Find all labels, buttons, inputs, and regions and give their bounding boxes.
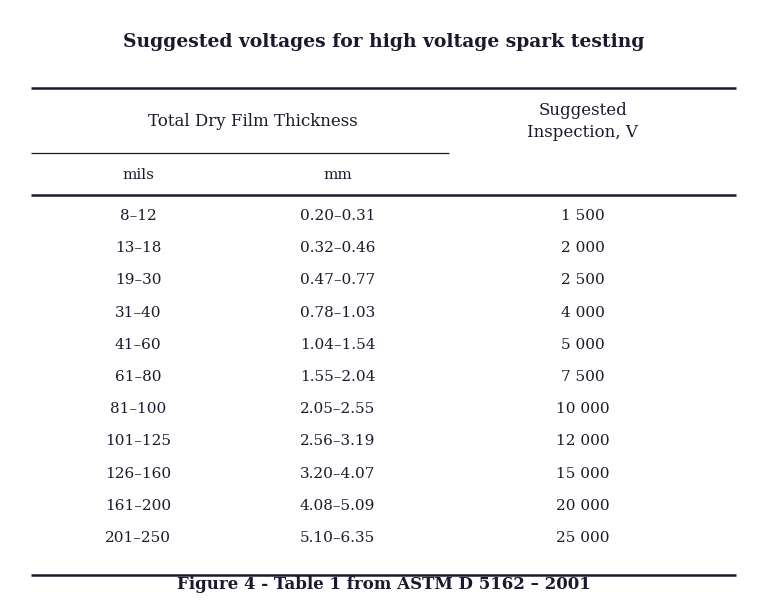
Text: 1.04–1.54: 1.04–1.54 xyxy=(300,337,375,352)
Text: 41–60: 41–60 xyxy=(115,337,161,352)
Text: 1.55–2.04: 1.55–2.04 xyxy=(300,370,375,384)
Text: 0.20–0.31: 0.20–0.31 xyxy=(300,209,375,223)
Text: 7 500: 7 500 xyxy=(561,370,604,384)
Text: 4 000: 4 000 xyxy=(561,305,605,320)
Text: 1 500: 1 500 xyxy=(561,209,605,223)
Text: 61–80: 61–80 xyxy=(115,370,161,384)
Text: 201–250: 201–250 xyxy=(105,531,171,545)
Text: 20 000: 20 000 xyxy=(556,499,610,513)
Text: 8–12: 8–12 xyxy=(120,209,156,223)
Text: 161–200: 161–200 xyxy=(105,499,171,513)
Text: Total Dry Film Thickness: Total Dry Film Thickness xyxy=(148,113,358,130)
Text: 5.10–6.35: 5.10–6.35 xyxy=(300,531,375,545)
Text: 12 000: 12 000 xyxy=(556,434,610,449)
Text: 3.20–4.07: 3.20–4.07 xyxy=(300,466,375,481)
Text: 10 000: 10 000 xyxy=(556,402,610,416)
Text: 101–125: 101–125 xyxy=(105,434,171,449)
Text: Figure 4 - Table 1 from ASTM D 5162 – 2001: Figure 4 - Table 1 from ASTM D 5162 – 20… xyxy=(176,576,591,593)
Text: 5 000: 5 000 xyxy=(561,337,605,352)
Text: mils: mils xyxy=(122,168,154,182)
Text: 2.56–3.19: 2.56–3.19 xyxy=(300,434,375,449)
Text: 13–18: 13–18 xyxy=(115,241,161,255)
Text: 2 500: 2 500 xyxy=(561,273,605,288)
Text: Suggested voltages for high voltage spark testing: Suggested voltages for high voltage spar… xyxy=(123,33,644,52)
Text: 126–160: 126–160 xyxy=(105,466,171,481)
Text: 0.47–0.77: 0.47–0.77 xyxy=(300,273,375,288)
Text: 0.32–0.46: 0.32–0.46 xyxy=(300,241,375,255)
Text: 19–30: 19–30 xyxy=(115,273,161,288)
Text: 4.08–5.09: 4.08–5.09 xyxy=(300,499,375,513)
Text: 2.05–2.55: 2.05–2.55 xyxy=(300,402,375,416)
Text: 25 000: 25 000 xyxy=(556,531,610,545)
Text: 31–40: 31–40 xyxy=(115,305,161,320)
Text: mm: mm xyxy=(323,168,352,182)
Text: 2 000: 2 000 xyxy=(561,241,605,255)
Text: 15 000: 15 000 xyxy=(556,466,610,481)
Text: Suggested
Inspection, V: Suggested Inspection, V xyxy=(528,102,638,141)
Text: 81–100: 81–100 xyxy=(110,402,166,416)
Text: 0.78–1.03: 0.78–1.03 xyxy=(300,305,375,320)
